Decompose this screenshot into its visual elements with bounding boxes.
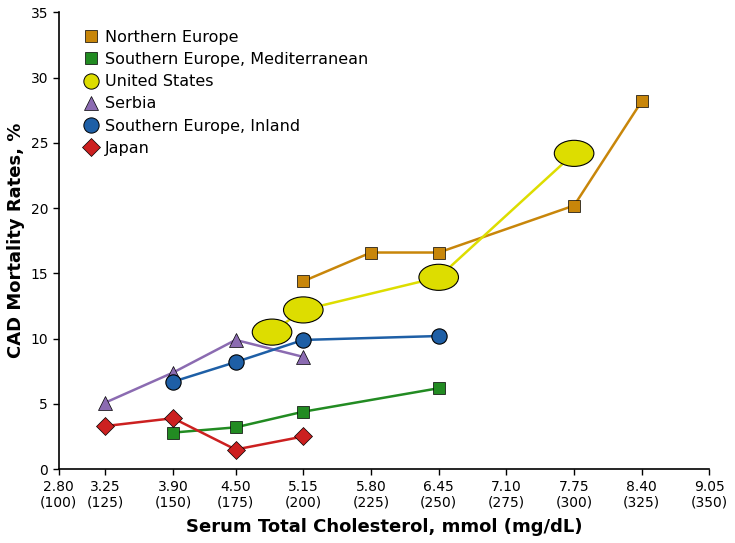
Ellipse shape (554, 140, 594, 166)
Ellipse shape (284, 297, 323, 323)
Ellipse shape (419, 264, 459, 291)
Legend: Northern Europe, Southern Europe, Mediterranean, United States, Serbia, Southern: Northern Europe, Southern Europe, Medite… (79, 25, 373, 161)
Y-axis label: CAD Mortality Rates, %: CAD Mortality Rates, % (7, 123, 25, 358)
Ellipse shape (252, 319, 292, 345)
X-axis label: Serum Total Cholesterol, mmol (mg/dL): Serum Total Cholesterol, mmol (mg/dL) (186, 518, 582, 536)
